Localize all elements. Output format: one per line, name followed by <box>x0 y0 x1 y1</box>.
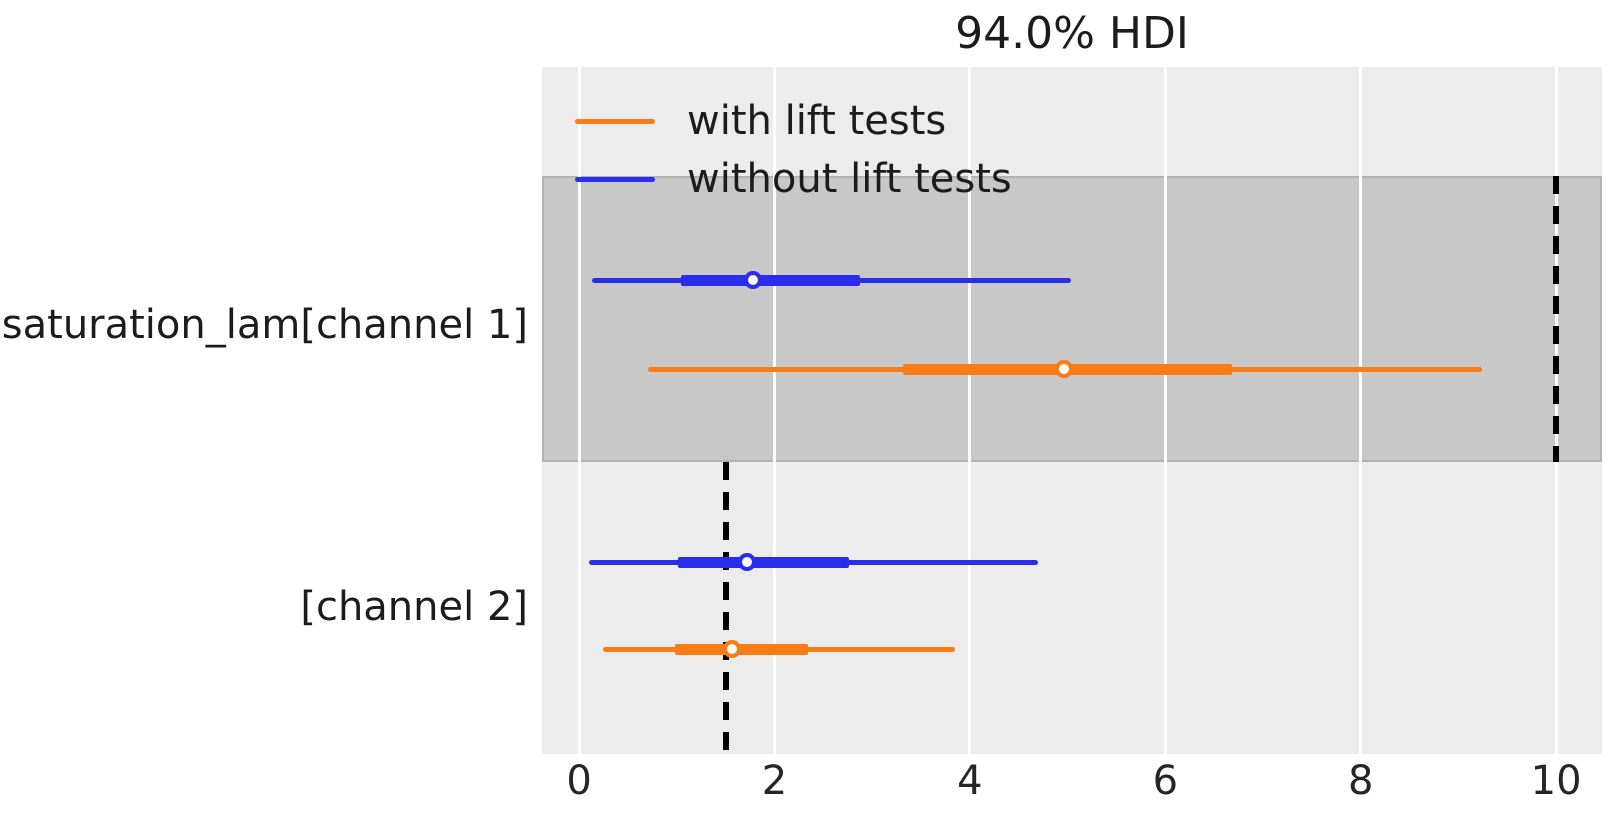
median-marker <box>738 553 757 571</box>
hdi-line-thick <box>674 643 808 655</box>
plot-area <box>542 67 1602 754</box>
page-title: 94.0% HDI <box>955 8 1189 59</box>
x-tick-label: 2 <box>761 758 788 804</box>
y-axis-label-channel-1: saturation_lam[channel 1] <box>1 302 528 348</box>
hdi-line-thick <box>680 274 860 286</box>
x-tick-label: 6 <box>1152 758 1179 804</box>
y-axis-label-channel-2: [channel 2] <box>300 584 528 630</box>
reference-line <box>1553 176 1560 462</box>
median-marker <box>1054 360 1073 378</box>
x-tick-label: 4 <box>957 758 983 804</box>
grid-line <box>1359 67 1363 754</box>
shaded-band <box>542 176 1602 462</box>
legend-item-without-lift-tests: without lift tests <box>575 155 1012 204</box>
grid-line <box>773 67 777 754</box>
legend: with lift tests without lift tests <box>575 97 1012 204</box>
legend-item-with-lift-tests: with lift tests <box>575 97 1012 146</box>
legend-line-sample-orange <box>575 119 655 124</box>
hdi-line-thick <box>677 556 849 568</box>
x-tick-label: 0 <box>566 758 592 804</box>
legend-line-sample-blue <box>575 177 655 182</box>
grid-line <box>577 67 581 754</box>
legend-label: with lift tests <box>687 98 947 144</box>
median-marker <box>744 271 763 289</box>
grid-line <box>1163 67 1167 754</box>
x-tick-label: 10 <box>1530 758 1582 804</box>
legend-label: without lift tests <box>687 156 1012 202</box>
x-tick-label: 8 <box>1347 758 1374 804</box>
median-marker <box>722 640 741 658</box>
reference-line <box>722 462 729 754</box>
grid-line <box>968 67 972 754</box>
